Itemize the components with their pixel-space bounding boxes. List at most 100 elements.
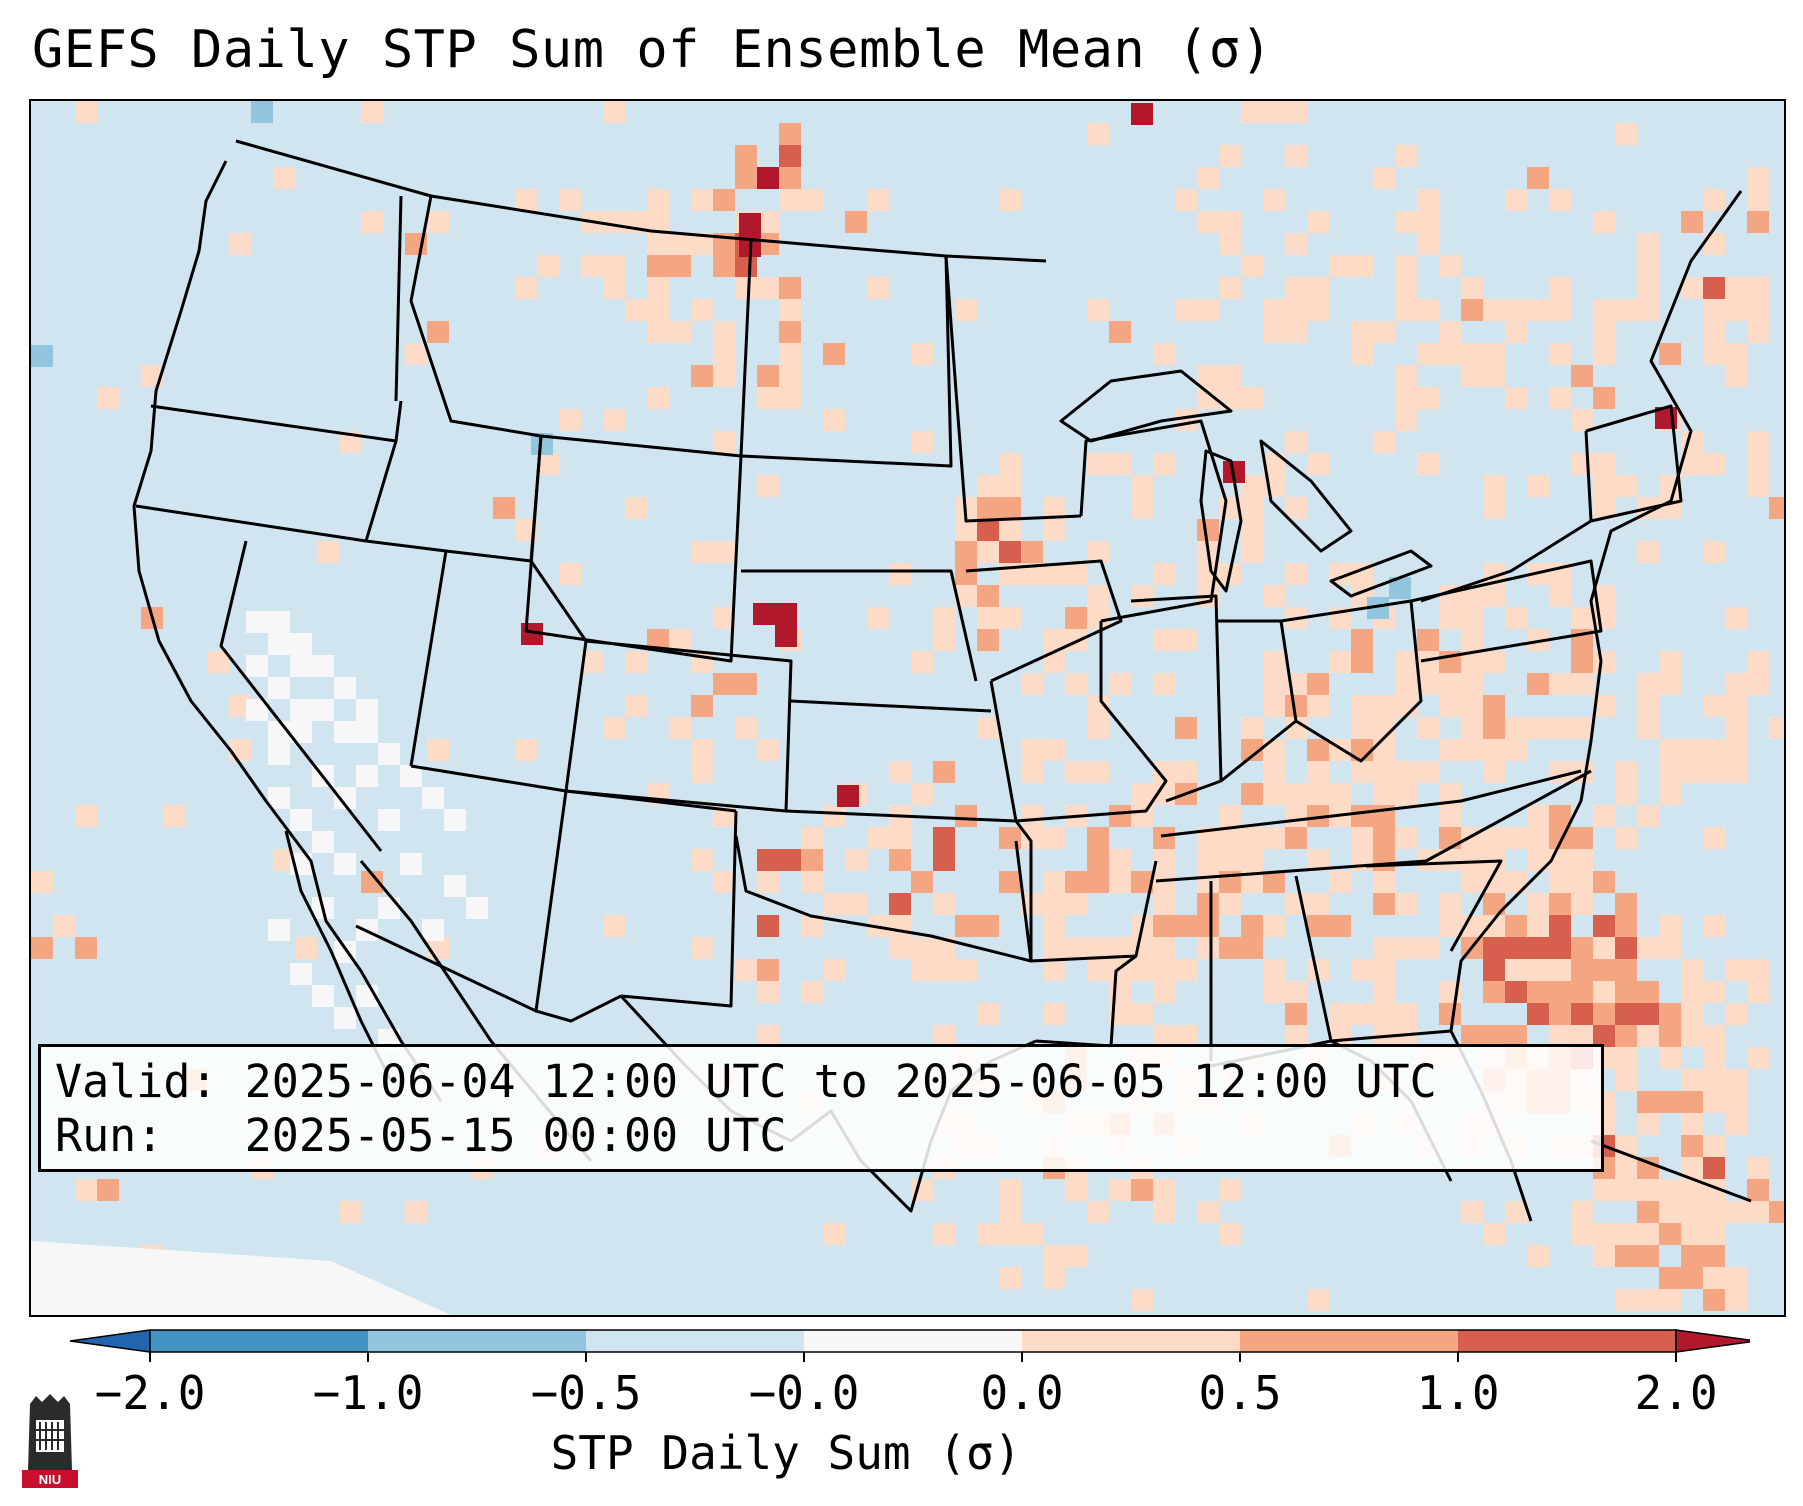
stp-cell bbox=[1109, 981, 1131, 1003]
stp-cell bbox=[933, 937, 955, 959]
stp-cell bbox=[1351, 255, 1373, 277]
state-borders bbox=[132, 139, 1752, 1222]
stp-cell bbox=[1681, 1113, 1703, 1135]
stp-cell bbox=[1593, 1025, 1615, 1047]
stp-cell bbox=[669, 255, 691, 277]
stp-cell bbox=[603, 101, 625, 123]
stp-cell bbox=[1703, 1245, 1725, 1267]
stp-cell bbox=[1065, 871, 1087, 893]
stp-cell bbox=[1219, 233, 1241, 255]
stp-cell bbox=[1505, 1201, 1527, 1223]
stp-cell bbox=[1109, 321, 1131, 343]
stp-cell bbox=[603, 255, 625, 277]
stp-cell bbox=[1241, 827, 1263, 849]
stp-cell bbox=[1527, 937, 1549, 959]
stp-cell bbox=[1681, 959, 1703, 981]
stp-cell bbox=[1505, 299, 1527, 321]
stp-cell bbox=[823, 343, 845, 365]
stp-cell bbox=[1593, 981, 1615, 1003]
stp-cell bbox=[1637, 695, 1659, 717]
stp-cell bbox=[1483, 365, 1505, 387]
stp-cell bbox=[1747, 1201, 1769, 1223]
stp-cell bbox=[735, 277, 757, 299]
stp-cell bbox=[1219, 365, 1241, 387]
stp-cell bbox=[713, 321, 735, 343]
or-ca-border bbox=[135, 504, 367, 543]
stp-cell bbox=[779, 145, 801, 167]
stp-cell bbox=[1043, 937, 1065, 959]
stp-cell bbox=[1153, 849, 1175, 871]
stp-cell bbox=[444, 809, 466, 831]
stp-cell bbox=[1197, 849, 1219, 871]
colorbar-extend-low bbox=[70, 1329, 151, 1353]
stp-cell bbox=[268, 919, 290, 941]
stp-cell bbox=[1681, 1091, 1703, 1113]
stp-cell bbox=[1043, 497, 1065, 519]
stp-cell bbox=[229, 233, 251, 255]
stp-cell bbox=[1747, 453, 1769, 475]
stp-cell bbox=[999, 1179, 1021, 1201]
stp-cell bbox=[1571, 1003, 1593, 1025]
stp-cell bbox=[1307, 453, 1329, 475]
stp-cell bbox=[1549, 189, 1571, 211]
stp-cell bbox=[1681, 1025, 1703, 1047]
stp-cell bbox=[290, 721, 312, 743]
stp-cell bbox=[669, 629, 691, 651]
stp-cell bbox=[251, 101, 273, 123]
stp-cell bbox=[1219, 211, 1241, 233]
stp-cell bbox=[1307, 277, 1329, 299]
stp-cell bbox=[735, 673, 757, 695]
lake-erie bbox=[1329, 549, 1433, 598]
stp-cell bbox=[1725, 1267, 1747, 1289]
stp-cell bbox=[1725, 1113, 1747, 1135]
stp-cell bbox=[999, 189, 1021, 211]
stp-cell bbox=[1285, 497, 1307, 519]
stp-cell bbox=[713, 431, 735, 453]
window-grid bbox=[36, 1422, 64, 1450]
stp-cell bbox=[1065, 563, 1087, 585]
stp-cell bbox=[1395, 211, 1417, 233]
stp-cell bbox=[229, 739, 251, 761]
stp-cell bbox=[1637, 1091, 1659, 1113]
stp-cell bbox=[1395, 827, 1417, 849]
stp-cell bbox=[1087, 695, 1109, 717]
stp-cell bbox=[1461, 739, 1483, 761]
stp-cell bbox=[1681, 1245, 1703, 1267]
stp-cell bbox=[581, 255, 603, 277]
stp-cell bbox=[1373, 717, 1395, 739]
stp-cell bbox=[1571, 409, 1593, 431]
stp-cell bbox=[1175, 189, 1197, 211]
stp-cell bbox=[1395, 365, 1417, 387]
stp-cell bbox=[955, 959, 977, 981]
stp-cell bbox=[625, 695, 647, 717]
stp-cell bbox=[75, 937, 97, 959]
stp-cell bbox=[1571, 717, 1593, 739]
stp-cell bbox=[1351, 629, 1373, 651]
stp-cell bbox=[1483, 959, 1505, 981]
stp-cell bbox=[1527, 981, 1549, 1003]
run-label: Run: bbox=[55, 1109, 164, 1162]
stp-cell bbox=[1351, 651, 1373, 673]
stp-cell bbox=[1263, 453, 1285, 475]
colorbar-outline bbox=[149, 1329, 1677, 1353]
stp-cell bbox=[1483, 299, 1505, 321]
in-oh-border bbox=[1216, 619, 1298, 783]
colorbar-tick-label: −0.0 bbox=[748, 1366, 860, 1420]
stp-cell bbox=[999, 1201, 1021, 1223]
stp-cell bbox=[1659, 1289, 1681, 1311]
stp-cell bbox=[1087, 607, 1109, 629]
stp-cell bbox=[1197, 915, 1219, 937]
stp-cell bbox=[1549, 981, 1571, 1003]
stp-cell bbox=[1593, 343, 1615, 365]
stp-cell bbox=[757, 475, 779, 497]
colorbar-bin bbox=[1240, 1330, 1458, 1352]
stp-cell bbox=[1285, 101, 1307, 123]
stp-cell bbox=[625, 651, 647, 673]
stp-cell bbox=[1725, 1069, 1747, 1091]
stp-cell bbox=[999, 1223, 1021, 1245]
stp-cell bbox=[757, 981, 779, 1003]
stp-cell bbox=[1571, 893, 1593, 915]
stp-cell bbox=[1241, 475, 1263, 497]
stp-cell bbox=[1593, 695, 1615, 717]
stp-cell bbox=[1153, 563, 1175, 585]
